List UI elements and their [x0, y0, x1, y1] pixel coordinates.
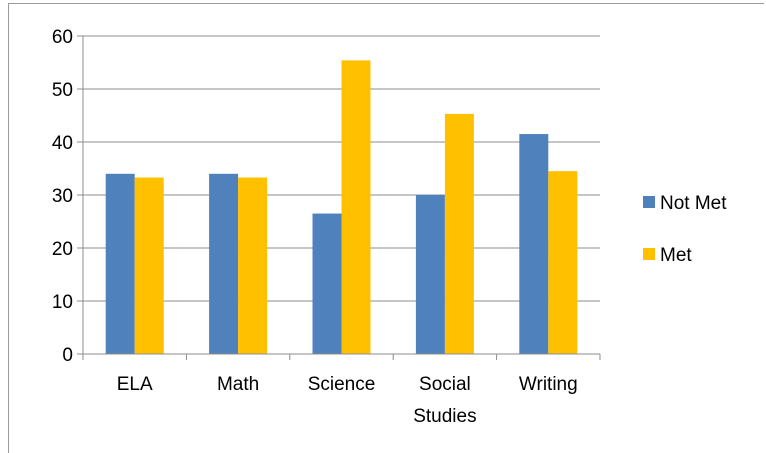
x-category-label-line: ELA	[117, 374, 153, 395]
legend-label: Met	[660, 245, 692, 266]
bar-met-1	[238, 177, 268, 354]
bar-met-4	[548, 171, 578, 354]
bar-met-0	[134, 177, 164, 354]
x-category-labels: ELA Math Science Social Studies Writing	[117, 374, 578, 427]
axes	[77, 35, 601, 360]
legend-swatch-not-met	[643, 196, 655, 208]
x-category-label: Science	[308, 374, 376, 395]
x-category-label: Math	[217, 374, 259, 395]
bar-not-met-0	[105, 173, 135, 354]
y-tick-label: 20	[52, 239, 73, 260]
x-category-label: ELA	[117, 374, 153, 395]
y-tick-labels: 0 10 20 30 40 50 60	[52, 27, 73, 366]
legend-label: Not Met	[660, 193, 727, 214]
bar-not-met-2	[312, 213, 342, 354]
x-category-label: Writing	[519, 374, 578, 395]
x-category-label-line: Writing	[519, 374, 578, 395]
legend-swatch-met	[643, 248, 655, 260]
y-tick-label: 60	[52, 27, 73, 48]
bar-not-met-1	[209, 173, 239, 354]
bar-met-2	[341, 60, 371, 354]
bars	[105, 60, 578, 354]
y-tick-label: 10	[52, 292, 73, 313]
y-tick-label: 40	[52, 133, 73, 154]
bar-not-met-3	[415, 195, 445, 354]
x-category-label-line: Social	[419, 374, 471, 395]
y-tick-label: 50	[52, 80, 73, 101]
chart-frame	[8, 3, 764, 453]
y-tick-label: 30	[52, 186, 73, 207]
x-category-label: Social Studies	[413, 374, 476, 427]
bar-met-3	[444, 113, 474, 354]
x-category-label-line: Math	[217, 374, 259, 395]
y-tick-label: 0	[62, 345, 73, 366]
x-category-label-line: Science	[308, 374, 376, 395]
legend: Not Met Met	[643, 193, 727, 266]
bar-not-met-4	[519, 134, 549, 354]
x-category-label-line: Studies	[413, 406, 476, 427]
